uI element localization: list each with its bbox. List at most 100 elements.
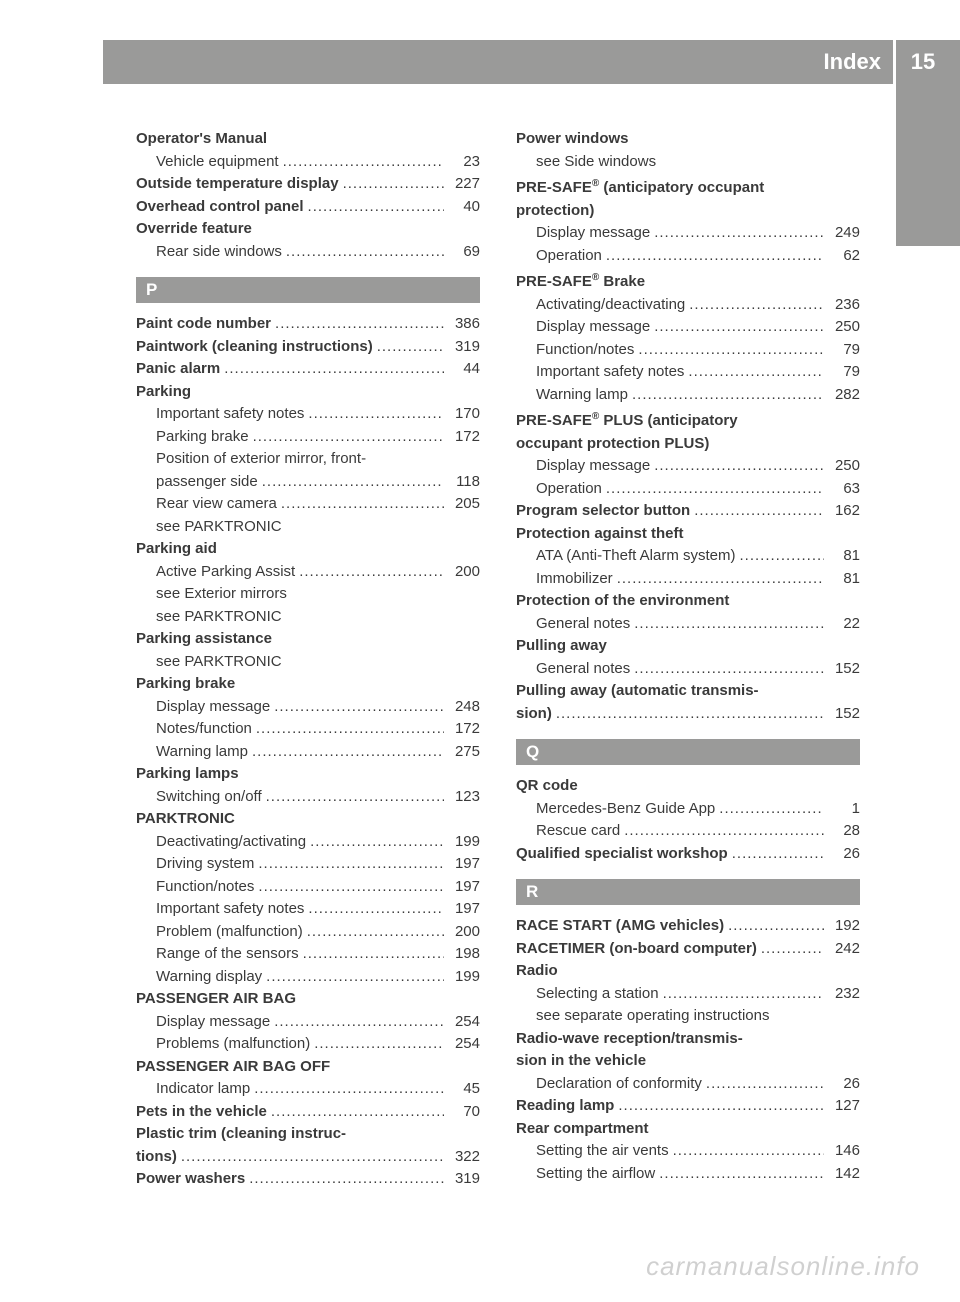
leader-dots xyxy=(602,478,824,501)
entry-page: 45 xyxy=(444,1078,480,1101)
index-entry: Power washers319 xyxy=(136,1168,480,1191)
leader-dots xyxy=(282,241,444,264)
index-entry: Panic alarm44 xyxy=(136,358,480,381)
entry-page: 26 xyxy=(824,1073,860,1096)
entry-page: 170 xyxy=(444,403,480,426)
entry-label: protection) xyxy=(516,200,594,223)
index-entry: Range of the sensors198 xyxy=(136,943,480,966)
entry-label: see PARKTRONIC xyxy=(156,651,282,674)
entry-label: Function/notes xyxy=(156,876,254,899)
entry-page: 146 xyxy=(824,1140,860,1163)
header-page-number: 15 xyxy=(896,40,960,84)
index-entry: Operation63 xyxy=(516,478,860,501)
entry-label: Important safety notes xyxy=(156,403,304,426)
index-entry: Notes/function 172 xyxy=(136,718,480,741)
index-entry: Power windows xyxy=(516,128,860,151)
index-entry: Deactivating/activating199 xyxy=(136,831,480,854)
entry-label: Rear view camera xyxy=(156,493,277,516)
entry-label: Protection against theft xyxy=(516,523,684,546)
index-entry: PASSENGER AIR BAG OFF xyxy=(136,1056,480,1079)
leader-dots xyxy=(650,222,824,245)
entry-page: 81 xyxy=(824,545,860,568)
index-entry: RACE START (AMG vehicles)192 xyxy=(516,915,860,938)
index-entry: Function/notes79 xyxy=(516,339,860,362)
entry-label: Operation xyxy=(536,245,602,268)
leader-dots xyxy=(258,471,444,494)
entry-page: 142 xyxy=(824,1163,860,1186)
entry-label: Plastic trim (cleaning instruc- xyxy=(136,1123,346,1146)
index-entry: see PARKTRONIC xyxy=(136,606,480,629)
index-entry: QR code xyxy=(516,775,860,798)
entry-page: 172 xyxy=(444,426,480,449)
entry-label: sion) xyxy=(516,703,552,726)
entry-page: 28 xyxy=(824,820,860,843)
entry-label: PRE-SAFE® (anticipatory occupant xyxy=(516,173,764,200)
entry-label: Parking xyxy=(136,381,191,404)
leader-dots xyxy=(304,403,444,426)
entry-label: Position of exterior mirror, front- xyxy=(156,448,366,471)
entry-label: Notes/function xyxy=(156,718,252,741)
leader-dots xyxy=(303,921,444,944)
index-entry: Setting the airflow 142 xyxy=(516,1163,860,1186)
index-entry: Qualified specialist workshop26 xyxy=(516,843,860,866)
leader-dots xyxy=(757,938,824,961)
entry-label: Radio-wave reception/transmis- xyxy=(516,1028,743,1051)
entry-label: Display message xyxy=(536,316,650,339)
index-entry: Outside temperature display 227 xyxy=(136,173,480,196)
entry-page: 227 xyxy=(444,173,480,196)
leader-dots xyxy=(267,1101,444,1124)
leader-dots xyxy=(614,1095,824,1118)
entry-page: 79 xyxy=(824,361,860,384)
index-entry: Display message249 xyxy=(516,222,860,245)
entry-label: Switching on/off xyxy=(156,786,262,809)
entry-label: Setting the airflow xyxy=(536,1163,655,1186)
entry-page: 199 xyxy=(444,831,480,854)
entry-label: Outside temperature display xyxy=(136,173,339,196)
index-entry: Radio-wave reception/transmis- xyxy=(516,1028,860,1051)
leader-dots xyxy=(669,1140,824,1163)
index-entry: Reading lamp127 xyxy=(516,1095,860,1118)
leader-dots xyxy=(279,151,444,174)
index-entry: Important safety notes79 xyxy=(516,361,860,384)
leader-dots xyxy=(655,1163,824,1186)
index-entry: Program selector button162 xyxy=(516,500,860,523)
entry-label: Qualified specialist workshop xyxy=(516,843,728,866)
entry-page: 23 xyxy=(444,151,480,174)
entry-page: 63 xyxy=(824,478,860,501)
index-entry: PARKTRONIC xyxy=(136,808,480,831)
entry-label: Display message xyxy=(156,696,270,719)
entry-label: Pets in the vehicle xyxy=(136,1101,267,1124)
entry-page: 197 xyxy=(444,898,480,921)
index-entry: Rescue card 28 xyxy=(516,820,860,843)
entry-page: 242 xyxy=(824,938,860,961)
entry-label: passenger side xyxy=(156,471,258,494)
leader-dots xyxy=(602,245,824,268)
entry-page: 319 xyxy=(444,336,480,359)
section-letter: Q xyxy=(516,739,860,765)
index-entry: Warning display199 xyxy=(136,966,480,989)
entry-page: 199 xyxy=(444,966,480,989)
entry-label: Rescue card xyxy=(536,820,620,843)
index-entry: see Side windows xyxy=(516,151,860,174)
leader-dots xyxy=(620,820,824,843)
entry-label: see Side windows xyxy=(536,151,656,174)
entry-label: General notes xyxy=(536,658,630,681)
index-entry: Operation62 xyxy=(516,245,860,268)
entry-page: 197 xyxy=(444,853,480,876)
entry-label: Indicator lamp xyxy=(156,1078,250,1101)
entry-label: QR code xyxy=(516,775,578,798)
index-entry: Display message254 xyxy=(136,1011,480,1034)
index-entry: protection) xyxy=(516,200,860,223)
entry-page: 200 xyxy=(444,921,480,944)
leader-dots xyxy=(262,966,444,989)
entry-label: Mercedes-Benz Guide App xyxy=(536,798,715,821)
leader-dots xyxy=(684,361,824,384)
entry-page: 172 xyxy=(444,718,480,741)
entry-page: 205 xyxy=(444,493,480,516)
index-entry: Indicator lamp 45 xyxy=(136,1078,480,1101)
entry-page: 275 xyxy=(444,741,480,764)
index-entry: Parking assistance xyxy=(136,628,480,651)
entry-page: 250 xyxy=(824,316,860,339)
index-entry: Warning lamp282 xyxy=(516,384,860,407)
section-letter: R xyxy=(516,879,860,905)
